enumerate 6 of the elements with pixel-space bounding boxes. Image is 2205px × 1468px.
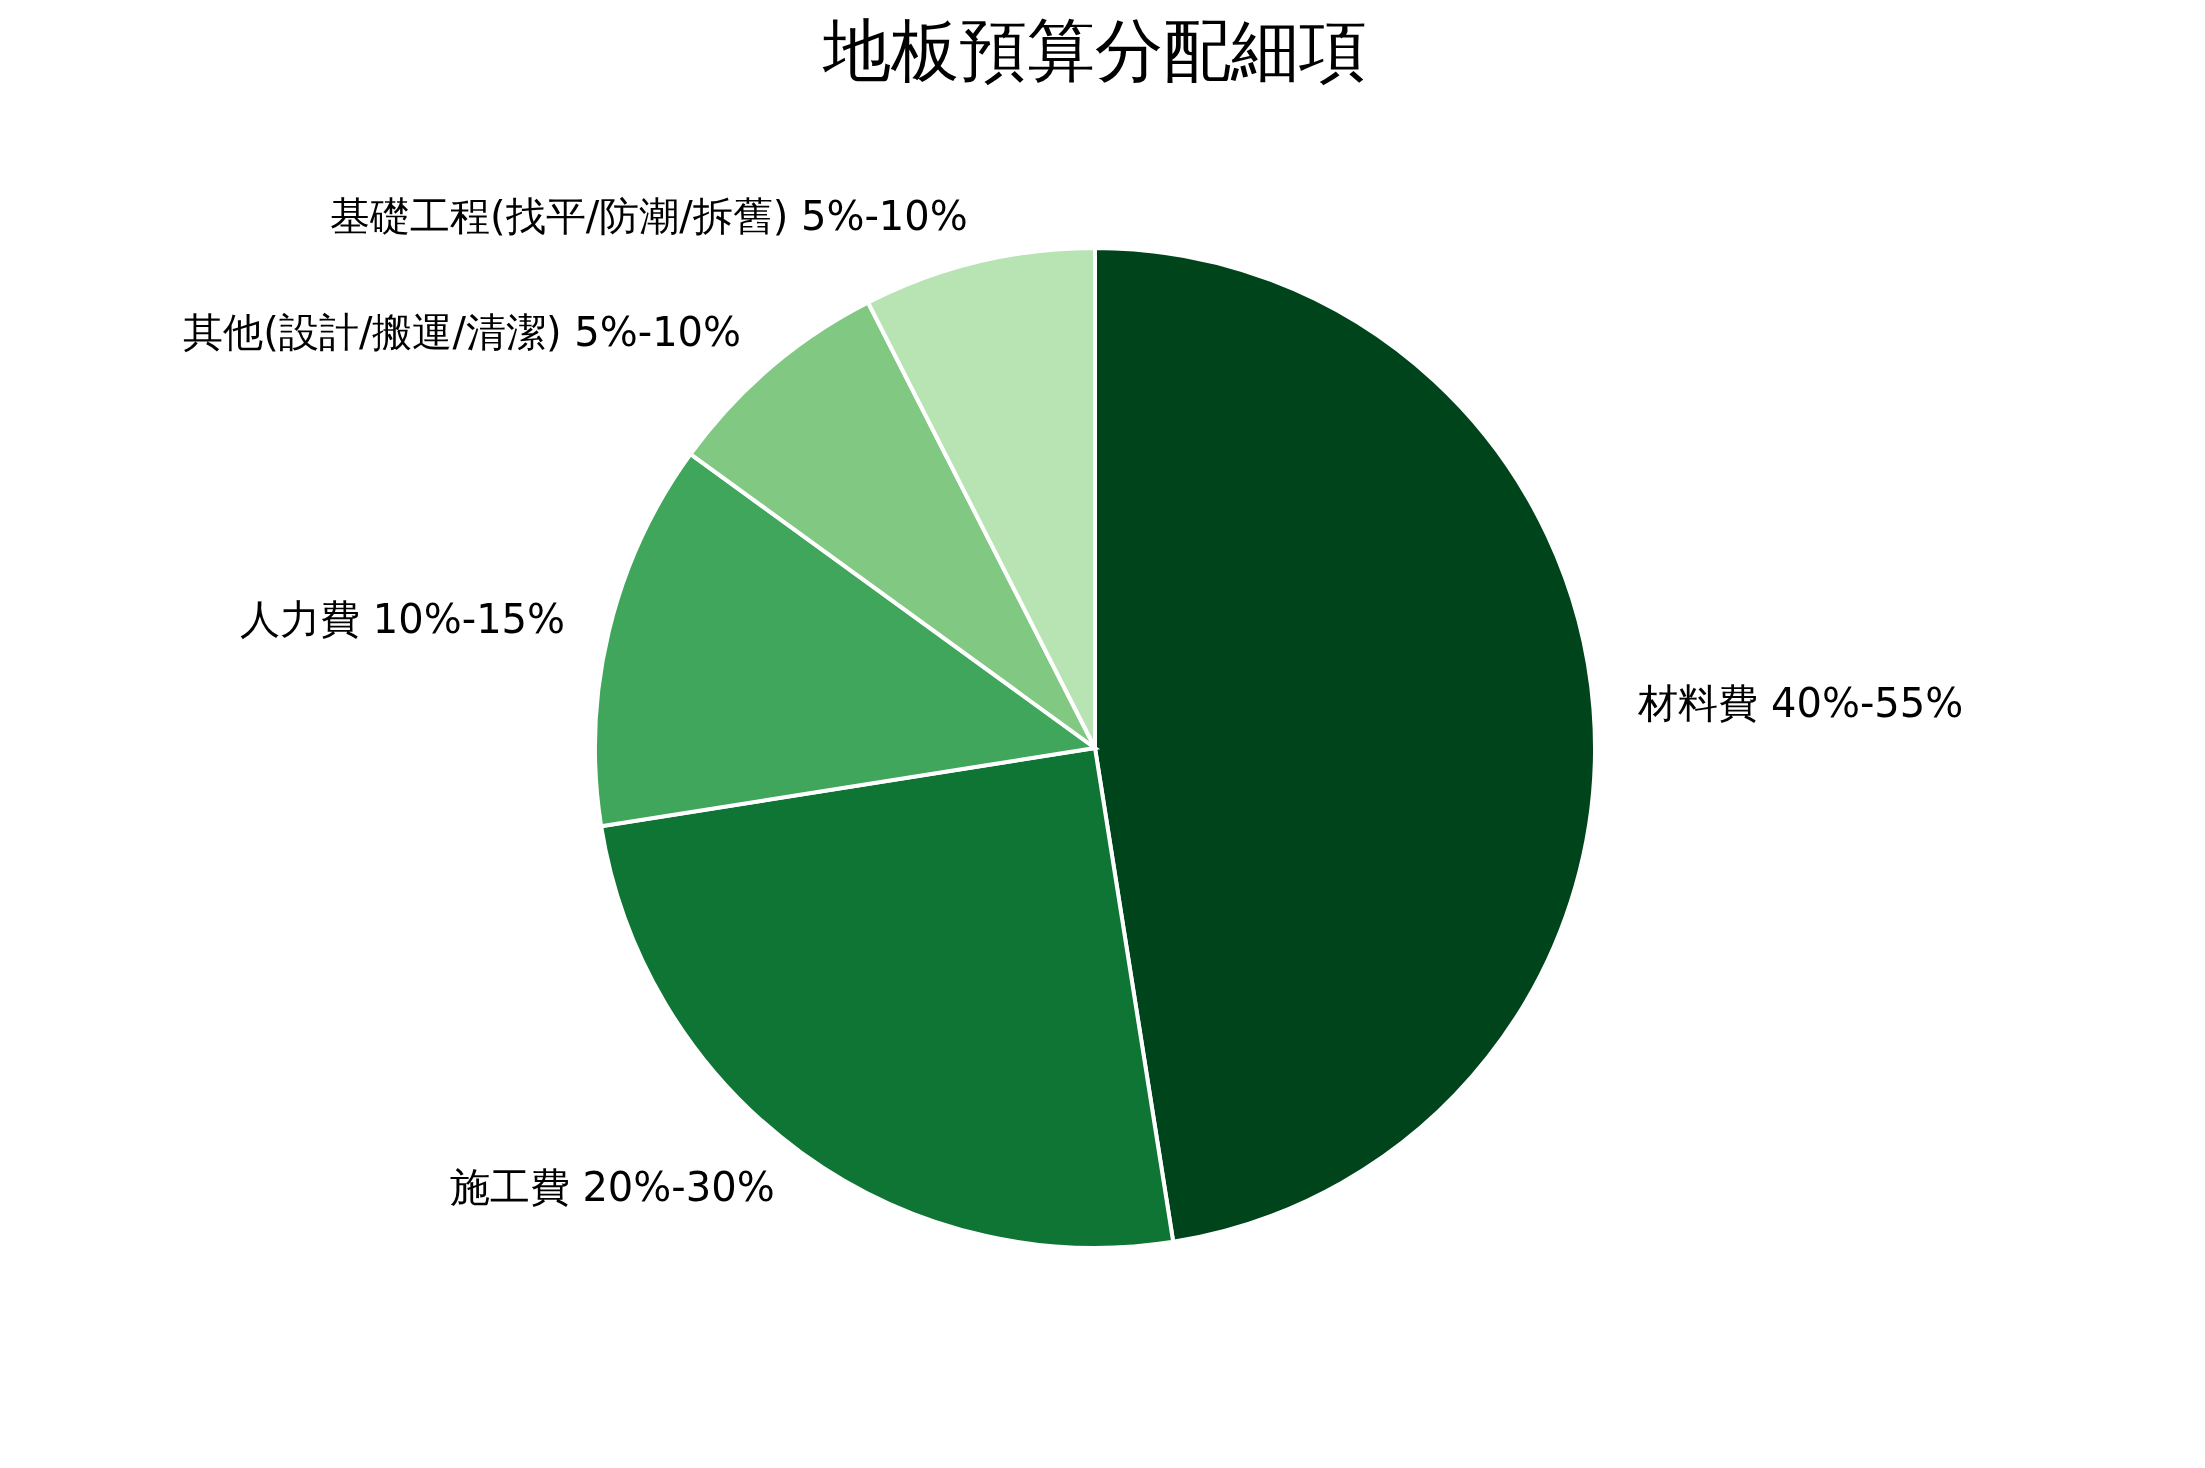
slice-label: 人力費 10%-15% <box>240 595 566 642</box>
slice-label: 材料費 40%-55% <box>1637 680 1964 727</box>
slice-label: 施工費 20%-30% <box>449 1163 775 1210</box>
chart-title: 地板預算分配細項 <box>822 11 1367 90</box>
slice-label: 基礎工程(找平/防潮/拆舊) 5%-10% <box>330 193 968 240</box>
slice-label: 其他(設計/搬運/清潔) 5%-10% <box>183 308 742 355</box>
